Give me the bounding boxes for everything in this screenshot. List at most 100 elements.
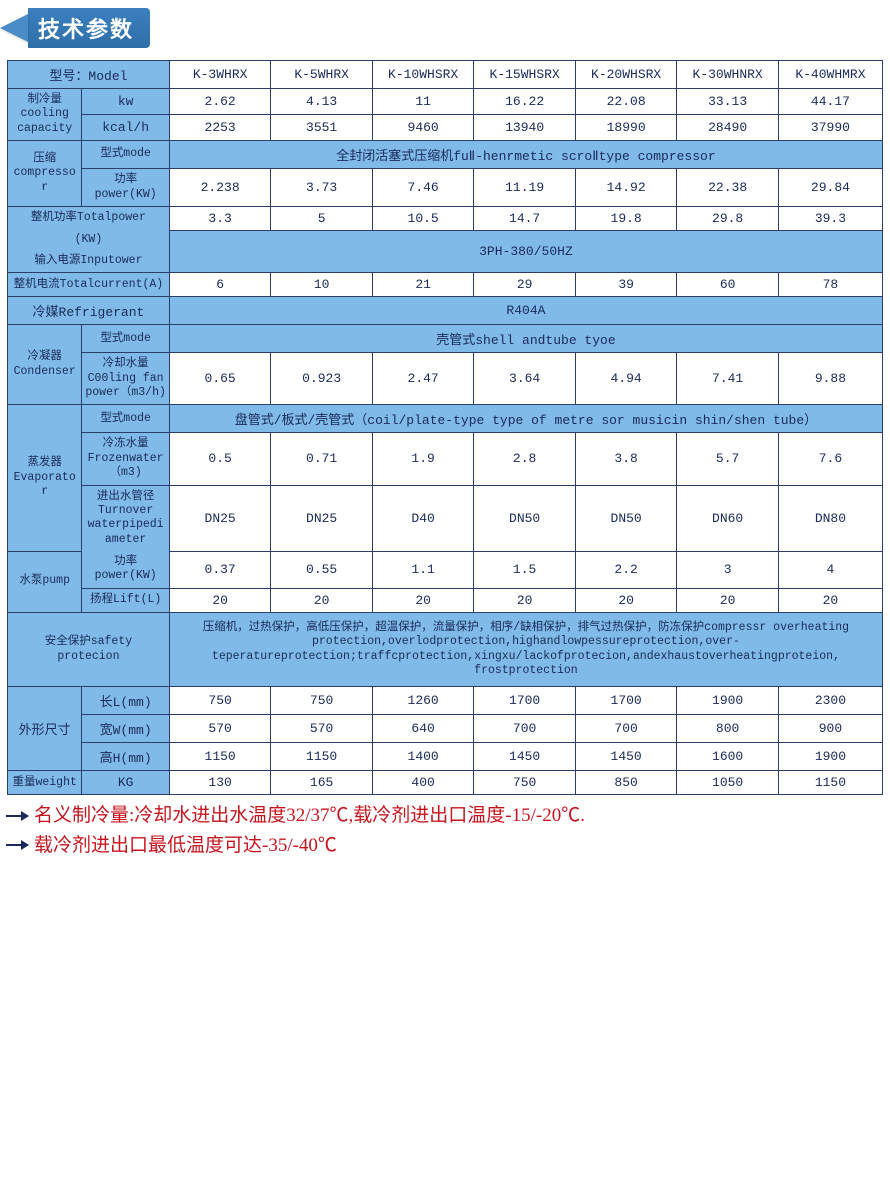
page-header: 技术参数 xyxy=(0,8,890,48)
cell: D40 xyxy=(372,485,474,551)
weight-unit: KG xyxy=(82,771,170,795)
cell: 39.3 xyxy=(778,206,882,230)
model-col: K-5WHRX xyxy=(271,61,373,89)
cell: 10 xyxy=(271,273,373,297)
cell: 3.64 xyxy=(474,353,576,405)
cell: 20 xyxy=(677,588,779,612)
cell: 700 xyxy=(474,715,576,743)
pump-power-label: 功率power(KW) xyxy=(82,551,170,588)
cell: 22.38 xyxy=(677,169,779,207)
model-col: K-15WHSRX xyxy=(474,61,576,89)
cell: 5 xyxy=(271,206,373,230)
cell: 1700 xyxy=(474,687,576,715)
cell: 6 xyxy=(169,273,271,297)
condenser-mode-label: 型式mode xyxy=(82,325,170,353)
cell: 800 xyxy=(677,715,779,743)
cell: 850 xyxy=(575,771,677,795)
cell: 1150 xyxy=(271,743,373,771)
page-title: 技术参数 xyxy=(28,8,150,48)
dim-H-label: 高H(mm) xyxy=(82,743,170,771)
cell: 1450 xyxy=(474,743,576,771)
arrow-right-icon xyxy=(6,815,28,817)
cell: 39 xyxy=(575,273,677,297)
cell: DN50 xyxy=(474,485,576,551)
cell: 1.5 xyxy=(474,551,576,588)
cell: 14.7 xyxy=(474,206,576,230)
cell: 570 xyxy=(271,715,373,743)
cell: 11 xyxy=(372,89,474,115)
cell: 750 xyxy=(169,687,271,715)
pump-lift-label: 扬程Lift(L) xyxy=(82,588,170,612)
cell: 3.8 xyxy=(575,433,677,485)
footnote-line: 载冷剂进出口最低温度可达-35/-40℃ xyxy=(34,831,337,860)
dim-L-label: 长L(mm) xyxy=(82,687,170,715)
cell: 4.13 xyxy=(271,89,373,115)
condenser-label: 冷凝器Condenser xyxy=(8,325,82,405)
cell: 1150 xyxy=(169,743,271,771)
input-power-label: 输入电源Inputower xyxy=(8,250,170,273)
cell: 2.238 xyxy=(169,169,271,207)
safety-label: 安全保护safety protecion xyxy=(8,612,170,687)
total-current-label: 整机电流Totalcurrent(A) xyxy=(8,273,170,297)
cell: 2.8 xyxy=(474,433,576,485)
cell: 29.8 xyxy=(677,206,779,230)
cell: 2.62 xyxy=(169,89,271,115)
weight-label: 重量weight xyxy=(8,771,82,795)
dim-W-label: 宽W(mm) xyxy=(82,715,170,743)
cell: 1600 xyxy=(677,743,779,771)
cell: 0.5 xyxy=(169,433,271,485)
comp-power-label: 功率power(KW) xyxy=(82,169,170,207)
cell: 0.71 xyxy=(271,433,373,485)
cell: 1450 xyxy=(575,743,677,771)
cell: 165 xyxy=(271,771,373,795)
evap-frozen-label: 冷冻水量Frozenwater（m3) xyxy=(82,433,170,485)
cell: 16.22 xyxy=(474,89,576,115)
refrigerant-label: 冷媒Refrigerant xyxy=(8,297,170,325)
cell: 1900 xyxy=(778,743,882,771)
cell: 7.6 xyxy=(778,433,882,485)
model-col: K-40WHMRX xyxy=(778,61,882,89)
arrow-right-icon xyxy=(6,844,28,846)
condenser-mode-value: 壳管式shell andtube tyoe xyxy=(169,325,882,353)
cell: 1150 xyxy=(778,771,882,795)
cell: DN60 xyxy=(677,485,779,551)
cell: DN50 xyxy=(575,485,677,551)
kcal-label: kcal/h xyxy=(82,115,170,141)
model-col: K-20WHSRX xyxy=(575,61,677,89)
cell: 20 xyxy=(372,588,474,612)
cell: 33.13 xyxy=(677,89,779,115)
cell: 1900 xyxy=(677,687,779,715)
cell: 20 xyxy=(169,588,271,612)
cell: 20 xyxy=(474,588,576,612)
cell: 37990 xyxy=(778,115,882,141)
kw-unit-row: (KW) xyxy=(8,230,170,250)
cell: DN25 xyxy=(271,485,373,551)
footnotes: 名义制冷量:冷却水进出水温度32/37℃,载冷剂进出口温度-15/-20℃. 载… xyxy=(6,801,884,860)
evaporator-label: 蒸发器Evaporator xyxy=(8,405,82,551)
model-col: K-3WHRX xyxy=(169,61,271,89)
cell: 3551 xyxy=(271,115,373,141)
cell: 22.08 xyxy=(575,89,677,115)
cell: 130 xyxy=(169,771,271,795)
cell: 3.73 xyxy=(271,169,373,207)
cell: 44.17 xyxy=(778,89,882,115)
cell: 0.55 xyxy=(271,551,373,588)
cell: 9.88 xyxy=(778,353,882,405)
cell: 9460 xyxy=(372,115,474,141)
evap-mode-value: 盘管式/板式/壳管式（coil/plate-type type of metre… xyxy=(169,405,882,433)
cell: 60 xyxy=(677,273,779,297)
cell: 3 xyxy=(677,551,779,588)
kw-label: kw xyxy=(82,89,170,115)
cell: 21 xyxy=(372,273,474,297)
cell: 18990 xyxy=(575,115,677,141)
condenser-flow-label: 冷却水量C00ling fan power（m3/h) xyxy=(82,353,170,405)
cell: 400 xyxy=(372,771,474,795)
banner-arrow-icon xyxy=(0,14,28,42)
cell: 2253 xyxy=(169,115,271,141)
cell: DN25 xyxy=(169,485,271,551)
spec-table: 型号：Model K-3WHRX K-5WHRX K-10WHSRX K-15W… xyxy=(7,60,883,795)
cell: 0.923 xyxy=(271,353,373,405)
cell: 29 xyxy=(474,273,576,297)
cell: 0.65 xyxy=(169,353,271,405)
cell: 1050 xyxy=(677,771,779,795)
